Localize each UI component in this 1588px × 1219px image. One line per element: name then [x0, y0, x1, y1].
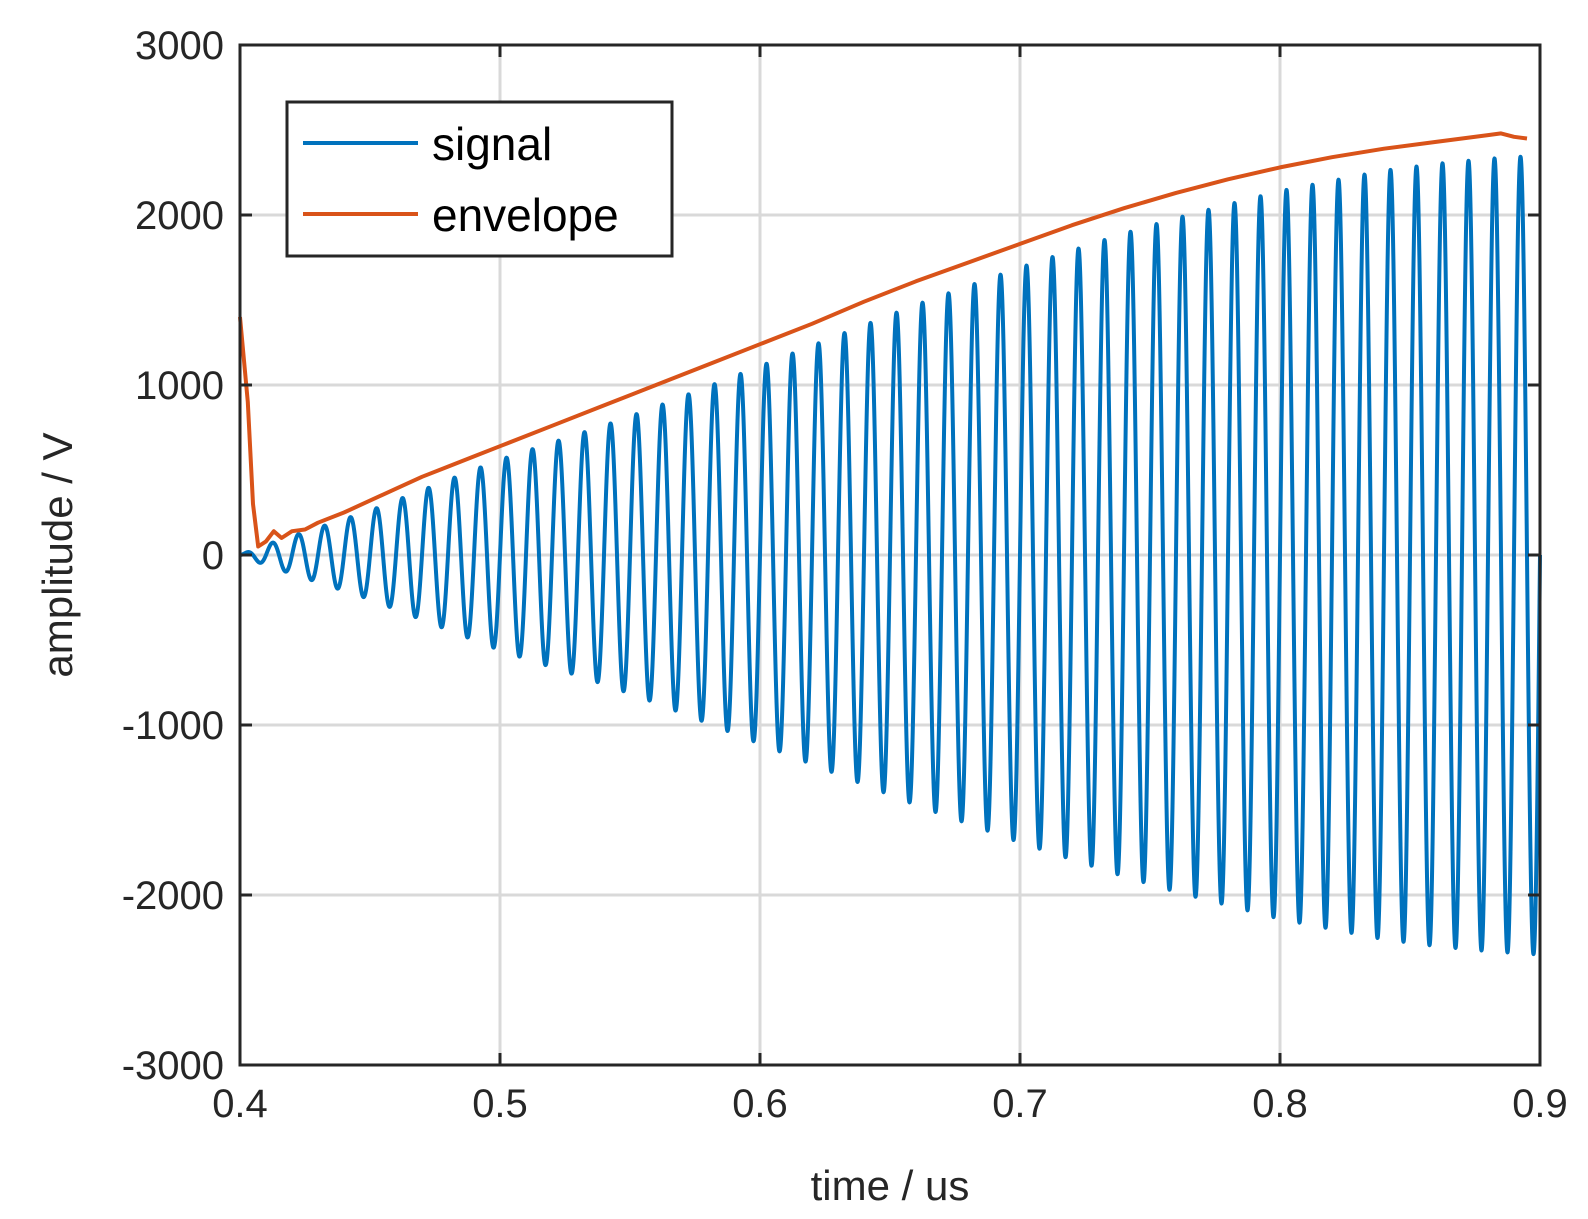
- y-tick-label: -2000: [122, 874, 224, 918]
- x-tick-label: 0.6: [732, 1082, 788, 1126]
- y-tick-label: 1000: [135, 364, 224, 408]
- y-tick-label: 2000: [135, 194, 224, 238]
- legend-label-envelope: envelope: [432, 189, 619, 241]
- series-signal-line: [238, 154, 1542, 957]
- x-tick-label: 0.7: [992, 1082, 1048, 1126]
- y-tick-label: 0: [202, 534, 224, 578]
- x-axis-label: time / us: [811, 1162, 970, 1209]
- y-tick-label: -3000: [122, 1044, 224, 1088]
- x-tick-label: 0.4: [212, 1082, 268, 1126]
- legend: signal envelope: [285, 100, 674, 258]
- legend-label-signal: signal: [432, 118, 552, 170]
- y-axis-label: amplitude / V: [34, 432, 81, 677]
- series-envelope-line: [238, 131, 1528, 549]
- y-tick-label: -1000: [122, 704, 224, 748]
- tick-labels: 0.4 0.5 0.6 0.7 0.8 0.9 -3000 -2000 -1000 0 1000 20…: [122, 24, 1568, 1126]
- ticks: [238, 43, 1542, 1067]
- x-tick-label: 0.9: [1512, 1082, 1568, 1126]
- plot-lines: [238, 131, 1542, 957]
- y-tick-label: 3000: [135, 24, 224, 68]
- legend-box: [285, 100, 674, 258]
- x-tick-label: 0.8: [1252, 1082, 1308, 1126]
- x-tick-label: 0.5: [472, 1082, 528, 1126]
